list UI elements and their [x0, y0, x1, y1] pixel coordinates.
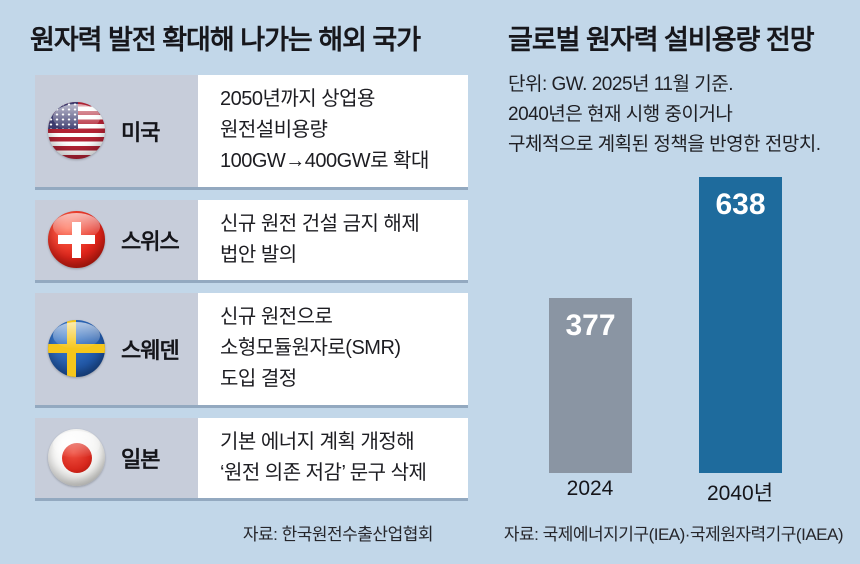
table-row-sweden: 스웨덴 신규 원전으로 소형모듈원자로(SMR) 도입 결정	[35, 292, 468, 405]
country-description: 기본 에너지 계획 개정해 ‘원전 의존 저감’ 문구 삭제	[198, 417, 468, 498]
bar-2024: 377	[549, 298, 632, 473]
country-label-cell: 미국	[35, 75, 198, 187]
usa-flag-icon	[48, 102, 105, 160]
x-axis-label-2040: 2040년	[706, 482, 774, 505]
country-name: 스위스	[121, 228, 180, 254]
right-panel-title: 글로벌 원자력 설비용량 전망	[508, 25, 815, 55]
country-description: 2050년까지 상업용 원전설비용량 100GW→400GW로 확대	[198, 75, 468, 187]
country-description: 신규 원전으로 소형모듈원자로(SMR) 도입 결정	[198, 292, 468, 405]
bar-value-label: 377	[565, 309, 616, 342]
country-table: 미국 2050년까지 상업용 원전설비용량 100GW→400GW로 확대 스위…	[35, 75, 468, 511]
country-name: 일본	[121, 446, 160, 472]
japan-flag-icon	[48, 429, 105, 487]
bar-value-label: 638	[715, 188, 766, 221]
bar-2040: 638	[699, 177, 782, 473]
table-row-usa: 미국 2050년까지 상업용 원전설비용량 100GW→400GW로 확대	[35, 75, 468, 187]
country-name: 스웨덴	[121, 337, 180, 363]
country-label-cell: 스위스	[35, 199, 198, 280]
country-label-cell: 스웨덴	[35, 292, 198, 405]
table-row-switzerland: 스위스 신규 원전 건설 금지 해제 법안 발의	[35, 199, 468, 280]
chart-unit-note: 단위: GW. 2025년 11월 기준. 2040년은 현재 시행 중이거나 …	[508, 74, 821, 156]
sweden-flag-icon	[48, 320, 105, 378]
left-panel-title: 원자력 발전 확대해 나가는 해외 국가	[30, 25, 421, 55]
left-source-note: 자료: 한국원전수출산업협회	[242, 525, 434, 544]
table-row-japan: 일본 기본 에너지 계획 개정해 ‘원전 의존 저감’ 문구 삭제	[35, 417, 468, 498]
country-label-cell: 일본	[35, 417, 198, 498]
switzerland-flag-icon	[48, 211, 105, 269]
country-description: 신규 원전 건설 금지 해제 법안 발의	[198, 199, 468, 280]
country-name: 미국	[121, 119, 160, 145]
x-axis-label-2024: 2024	[566, 477, 614, 500]
right-source-note: 자료: 국제에너지기구(IEA)·국제원자력기구(IAEA)	[503, 525, 844, 544]
